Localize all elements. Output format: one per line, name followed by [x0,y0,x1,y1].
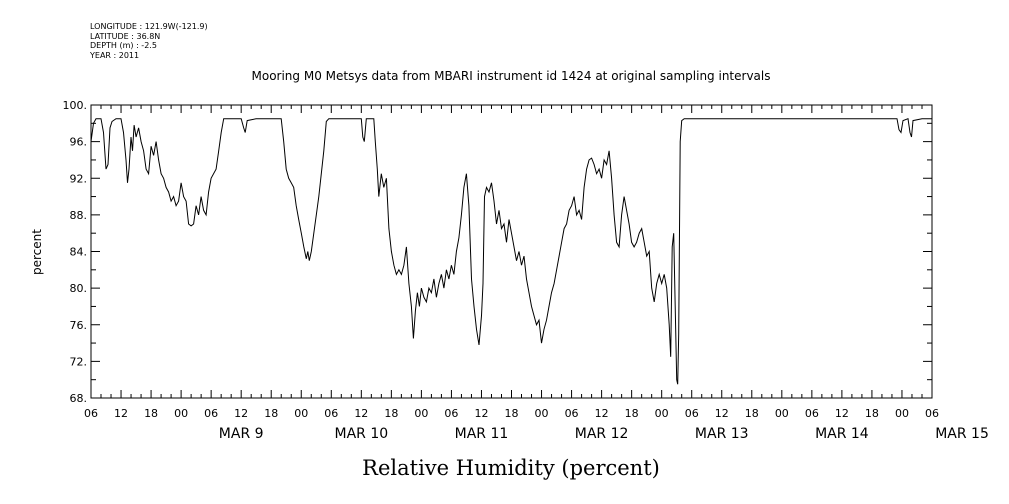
y-tick-label: 88. [70,209,88,222]
x-tick-label: 06 [565,407,579,420]
x-day-label: MAR 10 [334,426,388,442]
x-tick-label: 18 [144,407,158,420]
y-tick-label: 72. [70,355,88,368]
y-axis-label: percent [30,229,44,275]
x-tick-label: 12 [835,407,849,420]
x-tick-label: 00 [775,407,789,420]
y-tick-label: 68. [70,392,88,405]
x-axis-label: Relative Humidity (percent) [362,456,660,480]
x-tick-label: 18 [745,407,759,420]
x-day-label: MAR 9 [219,426,264,442]
x-tick-label: 18 [865,407,879,420]
x-tick-label: 06 [805,407,819,420]
x-tick-label: 00 [174,407,188,420]
x-tick-label: 00 [414,407,428,420]
x-tick-label: 18 [505,407,519,420]
depth-text: DEPTH (m) : -2.5 [90,41,157,50]
x-tick-label: 12 [114,407,128,420]
x-tick-label: 18 [264,407,278,420]
humidity-series-line [90,118,932,385]
station-metadata: LONGITUDE : 121.9W(-121.9) LATITUDE : 36… [90,22,208,60]
plot-area: 68. 72. 76. 80. 84. 88. 92. 96. 100. 06 12 18 00 06 12… [63,99,989,442]
x-tick-label: 06 [204,407,218,420]
y-tick-label: 96. [70,136,88,149]
x-tick-label: 12 [354,407,368,420]
latitude-text: LATITUDE : 36.8N [90,31,161,41]
x-tick-label: 12 [595,407,609,420]
x-day-label: MAR 14 [815,426,869,442]
x-tick-label: 06 [685,407,699,420]
x-tick-label: 00 [294,407,308,420]
plot-frame [90,104,933,399]
y-tick-label: 84. [70,246,88,259]
x-day-label: MAR 11 [455,426,509,442]
x-tick-label: 12 [474,407,488,420]
y-tick-label: 76. [70,319,88,332]
x-day-label: MAR 13 [695,426,749,442]
x-tick-label: 12 [715,407,729,420]
x-tick-label: 18 [625,407,639,420]
y-tick-label: 92. [70,172,88,185]
y-tick-label: 100. [63,99,88,112]
y-tick-label: 80. [70,282,88,295]
x-tick-label: 12 [234,407,248,420]
x-tick-label: 06 [324,407,338,420]
x-tick-label: 06 [84,407,98,420]
x-tick-label: 00 [535,407,549,420]
x-tick-label: 00 [655,407,669,420]
x-tick-label: 18 [384,407,398,420]
x-tick-label: 06 [925,407,939,420]
year-text: YEAR : 2011 [90,50,140,60]
x-day-label: MAR 15 [935,426,989,442]
chart-title: Mooring M0 Metsys data from MBARI instru… [252,69,771,83]
longitude-text: LONGITUDE : 121.9W(-121.9) [90,22,208,31]
x-day-label: MAR 12 [575,426,629,442]
x-tick-label: 06 [444,407,458,420]
x-tick-label: 00 [895,407,909,420]
